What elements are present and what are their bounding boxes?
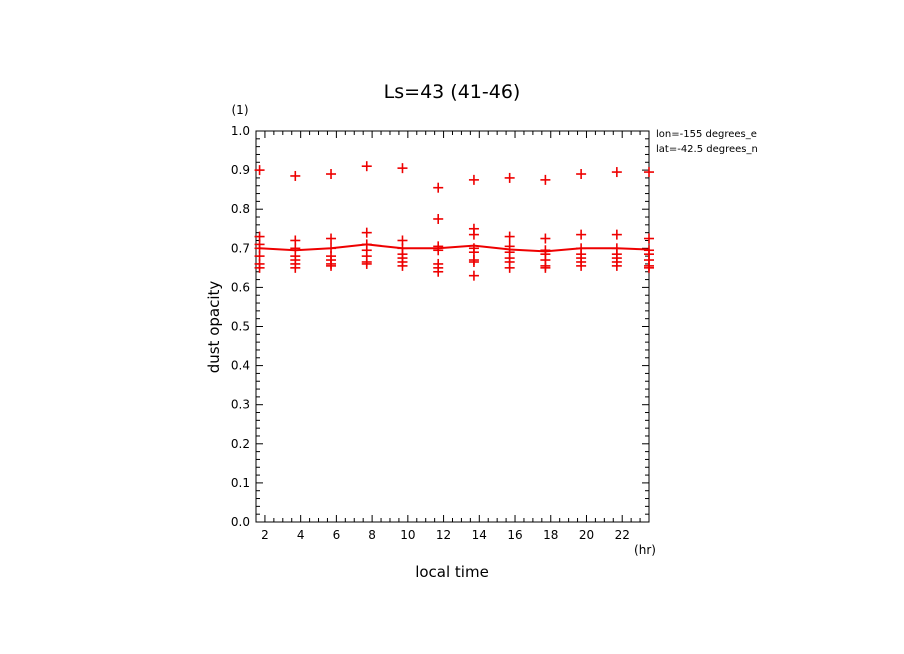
y-axis-label: dust opacity	[205, 281, 223, 374]
data-point	[540, 233, 551, 244]
data-point	[290, 170, 301, 181]
data-point	[290, 262, 301, 273]
plot-frame	[255, 130, 650, 523]
y-tick-label: 0.0	[231, 515, 250, 529]
y-tick-label: 1.0	[231, 124, 250, 138]
data-point	[504, 231, 515, 242]
data-point	[433, 266, 444, 277]
y-axis-ticks	[256, 130, 649, 523]
data-point	[504, 172, 515, 183]
x-tick-label: 20	[579, 528, 594, 542]
data-point	[468, 229, 479, 240]
data-point	[326, 260, 337, 271]
data-point	[576, 169, 587, 180]
data-point	[433, 245, 444, 256]
data-point	[361, 258, 372, 269]
x-tick-label: 8	[368, 528, 376, 542]
data-point	[644, 262, 654, 273]
data-point	[576, 260, 587, 271]
y-tick-label: 0.7	[231, 241, 250, 255]
y-tick-label: 0.2	[231, 437, 250, 451]
x-tick-label: 6	[333, 528, 341, 542]
data-point	[644, 167, 654, 178]
x-tick-label: 12	[436, 528, 451, 542]
x-tick-label: 2	[261, 528, 269, 542]
mean-line-group	[259, 243, 650, 253]
data-point	[468, 270, 479, 281]
data-point	[397, 260, 408, 271]
data-point	[611, 167, 622, 178]
data-point	[540, 174, 551, 185]
y-tick-label: 0.6	[231, 280, 250, 294]
y-tick-label: 0.3	[231, 398, 250, 412]
data-point	[326, 233, 337, 244]
x-tick-label: 16	[507, 528, 522, 542]
data-point	[504, 262, 515, 273]
x-axis-tick-labels: 2 4 6 8 10 12 14 16 18 20 22	[261, 528, 630, 542]
data-point	[433, 213, 444, 224]
annotation-lon: lon=-155 degrees_e	[656, 129, 757, 140]
x-tick-label: 18	[543, 528, 558, 542]
data-point	[611, 260, 622, 271]
data-point	[254, 165, 265, 176]
chart-title: Ls=43 (41-46)	[384, 81, 521, 103]
annotation-lat: lat=-42.5 degrees_n	[656, 144, 758, 155]
y-unit-label: (1)	[232, 103, 249, 117]
data-point	[611, 229, 622, 240]
data-point	[468, 256, 479, 267]
y-tick-label: 0.4	[231, 359, 250, 373]
data-point	[576, 229, 587, 240]
y-tick-label: 0.5	[231, 320, 250, 334]
y-axis-tick-labels: 0.0 0.1 0.2 0.3 0.4 0.5 0.6 0.7 0.8 0.9 1.0	[231, 124, 250, 529]
x-tick-label: 14	[472, 528, 487, 542]
x-axis-label: local time	[415, 563, 489, 581]
data-point	[361, 227, 372, 238]
x-tick-label: 10	[400, 528, 415, 542]
data-point	[540, 262, 551, 273]
x-unit-label: (hr)	[634, 543, 656, 557]
data-point	[644, 233, 654, 244]
y-tick-label: 0.8	[231, 202, 250, 216]
y-tick-label: 0.1	[231, 476, 250, 490]
x-tick-label: 22	[615, 528, 630, 542]
data-point	[397, 163, 408, 174]
data-points-group	[254, 161, 654, 281]
data-point	[361, 161, 372, 172]
data-point	[433, 182, 444, 193]
data-point	[326, 169, 337, 180]
mean-line	[259, 243, 650, 253]
x-tick-label: 4	[297, 528, 305, 542]
y-tick-label: 0.9	[231, 163, 250, 177]
x-axis-ticks	[264, 131, 650, 522]
data-point	[468, 174, 479, 185]
data-point	[254, 262, 265, 273]
